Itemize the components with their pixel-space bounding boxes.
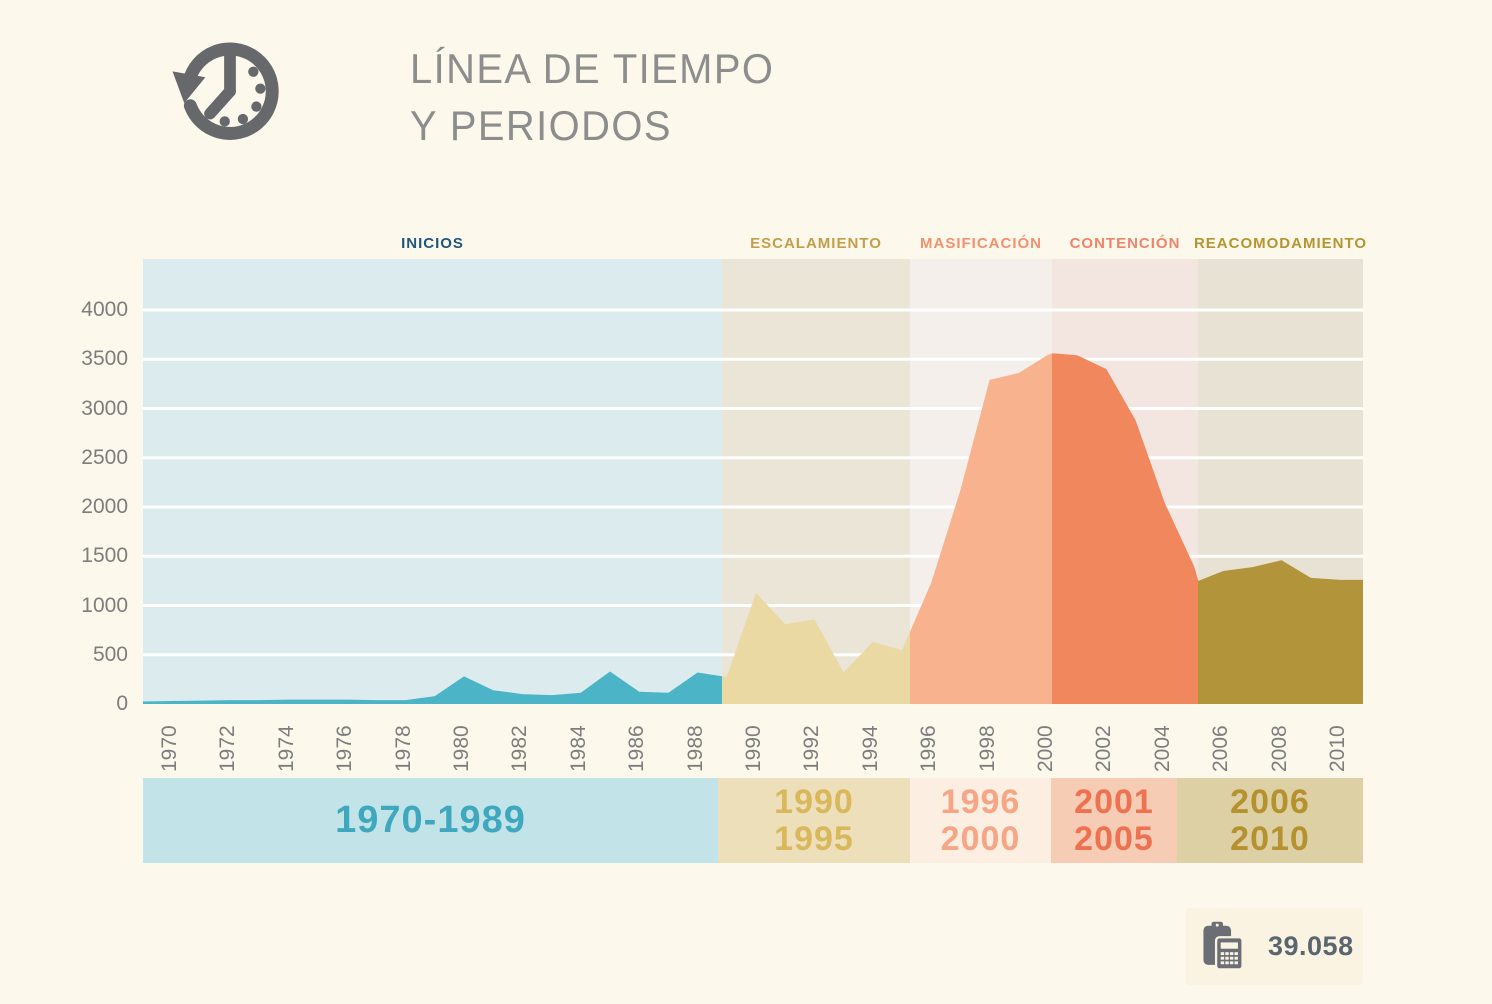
footer-band-years: 1990 [774, 782, 854, 821]
x-tick-2002: 2002 [1092, 725, 1116, 772]
footer-band-years: 1970-1989 [335, 799, 526, 841]
page-title: LÍNEA DE TIEMPO Y PERIODOS [410, 40, 774, 154]
stat-value: 39.058 [1268, 931, 1354, 961]
x-tick-2000: 2000 [1034, 725, 1057, 772]
area-series-inicios [143, 671, 722, 704]
footer-band-years: 1995 [774, 819, 854, 858]
footer-band-masificación: 1996 2000 [910, 778, 1051, 863]
area-chart-svg [143, 259, 1363, 704]
x-tick-1990: 1990 [742, 725, 765, 772]
y-tick-2500: 2500 [81, 445, 128, 469]
page-title-line1: LÍNEA DE TIEMPO [410, 45, 775, 92]
x-tick-1986: 1986 [625, 725, 649, 772]
period-label-contención: CONTENCIÓN [1069, 235, 1181, 252]
footer-band-contención: 2001 2005 [1051, 778, 1177, 863]
page-title-line2: Y PERIODOS [410, 102, 672, 149]
x-tick-1970: 1970 [158, 725, 181, 772]
x-tick-1978: 1978 [391, 725, 415, 772]
x-tick-1988: 1988 [683, 725, 707, 772]
total-stat-card: 39.058 [1186, 908, 1363, 985]
area-series-reacomodamiento [1198, 560, 1363, 704]
y-tick-500: 500 [92, 642, 128, 666]
footer-band-years: 2000 [940, 819, 1021, 858]
footer-band-years: 2001 [1074, 782, 1154, 821]
period-label-inicios: INICIOS [401, 235, 464, 252]
footer-band-years: 2006 [1230, 782, 1310, 821]
x-tick-1994: 1994 [858, 725, 882, 772]
period-label-masificación: MASIFICACIÓN [920, 235, 1042, 252]
x-tick-1982: 1982 [508, 725, 532, 772]
y-tick-2000: 2000 [81, 495, 128, 518]
footer-band-reacomodamiento: 2006 2010 [1177, 778, 1363, 863]
footer-band-years: 1996 [940, 782, 1021, 821]
calculator-clipboard-icon [1203, 921, 1244, 971]
x-tick-2006: 2006 [1209, 725, 1233, 772]
x-tick-1974: 1974 [274, 725, 298, 772]
x-tick-1998: 1998 [975, 725, 999, 772]
period-label-escalamiento: ESCALAMIENTO [750, 235, 882, 252]
y-tick-3500: 3500 [81, 347, 128, 371]
footer-band-inicios: 1970-1989 [143, 778, 718, 863]
area-series-escalamiento [722, 592, 910, 704]
footer-band-escalamiento: 1990 1995 [718, 778, 910, 863]
y-tick-4000: 4000 [81, 298, 128, 321]
x-tick-1992: 1992 [800, 725, 824, 772]
period-label-reacomodamiento: REACOMODAMIENTO [1193, 235, 1368, 252]
x-tick-2010: 2010 [1326, 725, 1349, 772]
x-tick-1976: 1976 [333, 725, 357, 772]
x-tick-1972: 1972 [216, 725, 240, 772]
area-chart [143, 259, 1363, 704]
x-tick-1996: 1996 [917, 725, 941, 772]
y-tick-1000: 1000 [81, 593, 128, 617]
x-tick-2004: 2004 [1150, 725, 1174, 772]
area-series-masificación [910, 353, 1052, 704]
y-tick-0: 0 [116, 692, 128, 715]
area-series-contención [1052, 353, 1198, 704]
x-tick-1984: 1984 [566, 725, 590, 772]
period-band-bg-inicios [143, 259, 722, 704]
y-tick-1500: 1500 [81, 544, 128, 568]
footer-band-years: 2005 [1074, 819, 1154, 858]
clock-history-icon [172, 42, 279, 140]
x-tick-1980: 1980 [450, 725, 473, 772]
y-tick-3000: 3000 [81, 396, 128, 420]
footer-band-years: 2010 [1230, 819, 1310, 858]
x-tick-2008: 2008 [1267, 725, 1291, 772]
